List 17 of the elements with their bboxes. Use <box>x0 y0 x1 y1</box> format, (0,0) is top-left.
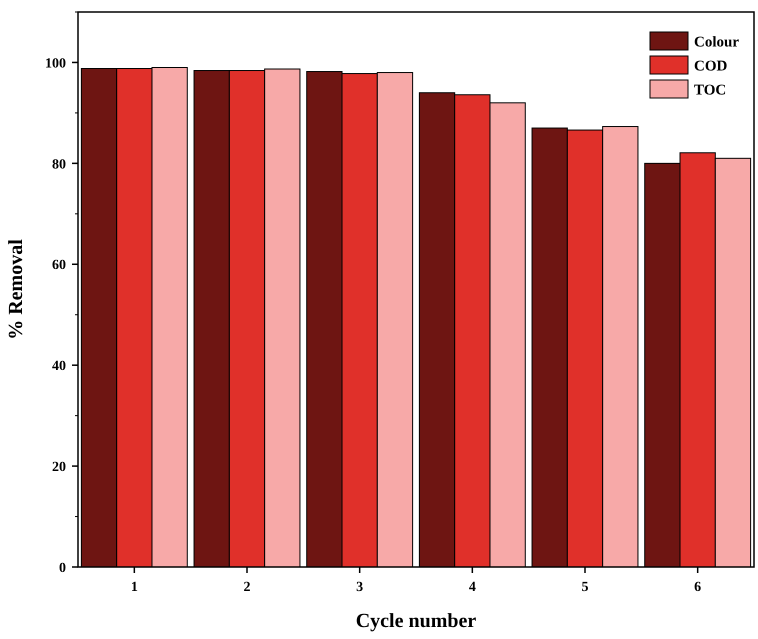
x-tick-label: 4 <box>468 580 476 595</box>
legend-label: Colour <box>694 34 740 50</box>
x-tick-label: 3 <box>356 580 364 595</box>
y-axis-title: % Removal <box>5 238 27 340</box>
y-tick-label: 40 <box>52 359 66 374</box>
y-tick-label: 0 <box>59 560 66 576</box>
x-tick-label: 1 <box>130 580 138 595</box>
x-axis-title: Cycle number <box>356 610 476 632</box>
y-tick-label: 100 <box>45 56 66 72</box>
x-tick-label: 5 <box>582 580 588 595</box>
y-tick-label: 20 <box>52 460 66 475</box>
x-tick-label: 6 <box>694 580 702 595</box>
x-tick-label: 2 <box>244 580 250 595</box>
y-tick-label: 80 <box>52 157 66 172</box>
legend-label: COD <box>694 58 728 74</box>
legend-label: TOC <box>694 82 726 98</box>
y-tick-label: 60 <box>52 258 66 274</box>
